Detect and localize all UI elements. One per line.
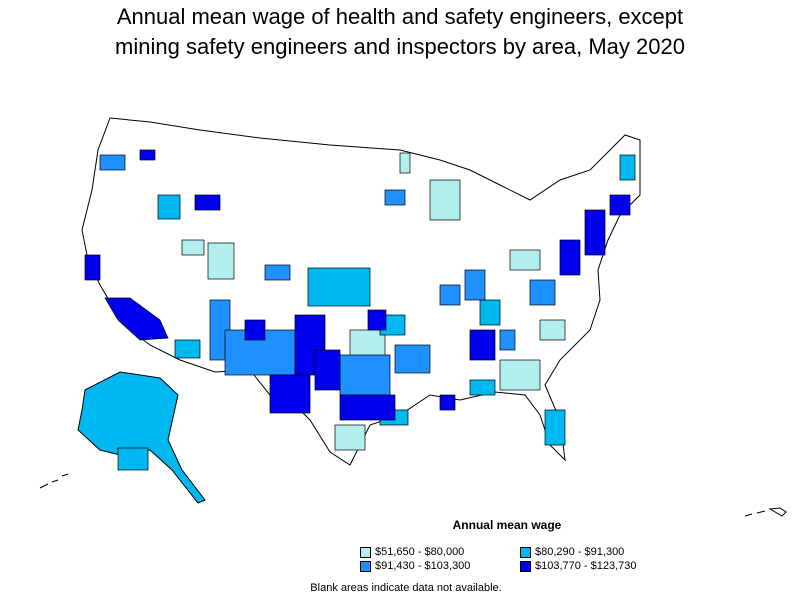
legend-item-4: $103,770 - $123,730 <box>520 560 637 572</box>
legend-swatch-1 <box>360 546 371 558</box>
areas-103770-123730 <box>84 149 631 421</box>
alaska-outline <box>77 371 206 504</box>
legend-label-4: $103,770 - $123,730 <box>535 560 637 572</box>
areas-80290-91300 <box>117 154 636 471</box>
legend-swatch-4 <box>520 560 531 572</box>
legend-label-1: $51,650 - $80,000 <box>375 546 465 558</box>
legend-item-1: $51,650 - $80,000 <box>360 546 464 558</box>
legend-label-3: $91,430 - $103,300 <box>375 560 471 572</box>
hawaii-islands <box>744 507 787 517</box>
alaska-island-chain <box>39 473 69 489</box>
map-title: Annual mean wage of health and safety en… <box>0 2 800 62</box>
legend-title: Annual mean wage <box>452 518 562 532</box>
title-line-2: mining safety engineers and inspectors b… <box>115 34 685 59</box>
legend-item-2: $80,290 - $91,300 <box>520 546 624 558</box>
title-line-1: Annual mean wage of health and safety en… <box>116 4 684 29</box>
legend-swatch-2 <box>520 546 531 558</box>
areas-91430-103300 <box>99 154 556 396</box>
legend-item-3: $91,430 - $103,300 <box>360 560 470 572</box>
legend-label-2: $80,290 - $91,300 <box>535 546 625 558</box>
areas-51650-80000 <box>181 152 566 451</box>
legend-swatch-3 <box>360 560 371 572</box>
data-availability-note: Blank areas indicate data not available. <box>310 582 502 594</box>
